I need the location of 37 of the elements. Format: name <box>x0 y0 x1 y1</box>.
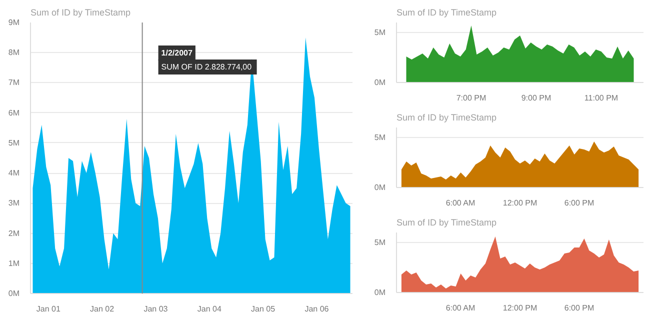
y-tick-label: 0M <box>374 183 386 192</box>
x-tick-label: 11:00 PM <box>584 94 618 102</box>
y-tick-label: 5M <box>8 138 20 148</box>
x-tick-label: 6:00 PM <box>564 304 595 312</box>
y-tick-label: 5M <box>374 28 386 37</box>
chart-title: Sum of ID by TimeStamp <box>396 218 497 228</box>
x-tick-label: 7:00 PM <box>456 94 486 102</box>
x-tick-label: Jan 03 <box>144 304 168 314</box>
chart-title: Sum of ID by TimeStamp <box>396 112 497 122</box>
y-tick-label: 6M <box>8 108 20 118</box>
x-tick-label: 6:00 AM <box>446 198 476 208</box>
y-tick-label: 5M <box>374 133 386 142</box>
x-tick-label: 9:00 PM <box>521 94 552 102</box>
y-tick-label: 3M <box>8 198 20 208</box>
x-tick-label: 6:00 AM <box>446 304 476 312</box>
y-tick-label: 0M <box>8 289 20 298</box>
y-tick-label: 9M <box>8 18 20 27</box>
y-tick-label: 4M <box>8 168 20 178</box>
y-tick-label: 5M <box>374 238 386 247</box>
chart-title: Sum of ID by TimeStamp <box>396 8 497 18</box>
x-tick-label: Jan 05 <box>251 304 276 314</box>
annotation: SUM OF ID 2.828.774,00 <box>161 62 252 72</box>
x-tick-label: Jan 02 <box>90 304 115 314</box>
x-tick-label: 12:00 PM <box>502 198 538 208</box>
x-tick-label: 12:00 PM <box>502 304 538 312</box>
y-tick-label: 2M <box>8 228 20 238</box>
y-tick-label: 0M <box>374 78 386 87</box>
x-tick-label: 6:00 PM <box>564 198 595 208</box>
x-tick-label: Jan 04 <box>197 304 222 314</box>
x-tick-label: Jan 06 <box>304 304 330 314</box>
y-tick-label: 8M <box>8 48 20 58</box>
x-tick-label: Jan 01 <box>36 304 61 314</box>
y-tick-label: 1M <box>8 258 20 268</box>
y-tick-label: 7M <box>8 78 20 88</box>
y-tick-label: 0M <box>374 288 386 297</box>
annotation: 1/2/2007 <box>161 48 193 58</box>
chart-title: Sum of ID by TimeStamp <box>30 8 131 18</box>
